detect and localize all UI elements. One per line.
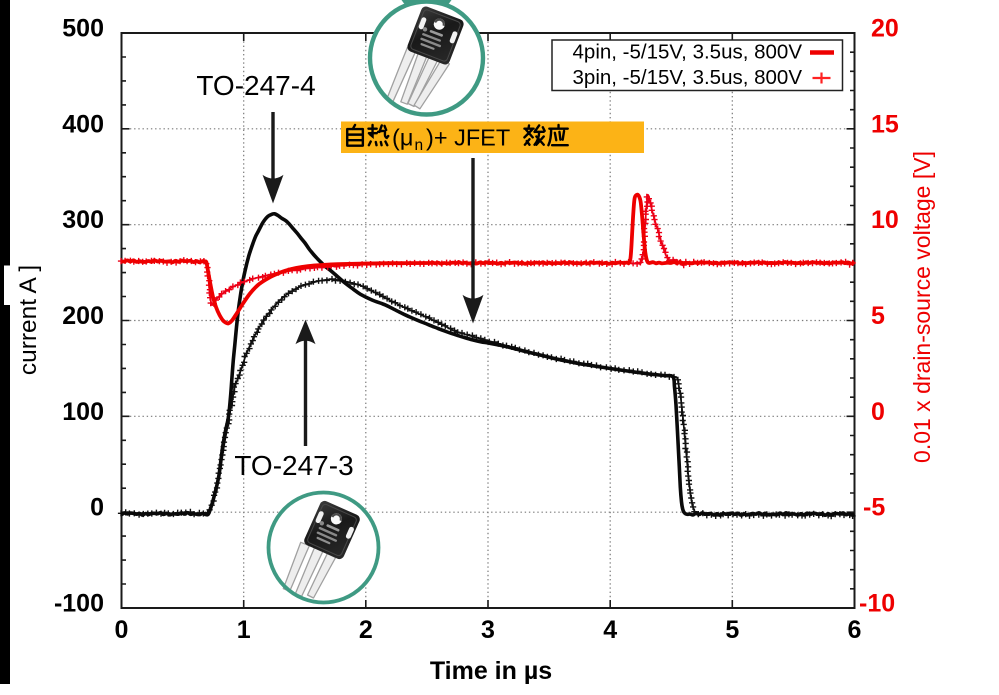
svg-text:n: n bbox=[415, 137, 424, 154]
svg-text:)+ JFET: )+ JFET bbox=[426, 125, 510, 151]
svg-text:100: 100 bbox=[62, 398, 104, 426]
svg-text:0: 0 bbox=[115, 616, 129, 644]
svg-text:4: 4 bbox=[603, 616, 617, 644]
svg-text:20: 20 bbox=[871, 15, 899, 43]
svg-text:1: 1 bbox=[237, 616, 251, 644]
svg-text:0.01 x drain-source voltage [V: 0.01 x drain-source voltage [V] bbox=[909, 151, 935, 463]
svg-text:-100: -100 bbox=[54, 590, 104, 618]
svg-text:5: 5 bbox=[725, 616, 739, 644]
svg-text:TO-247-4: TO-247-4 bbox=[196, 70, 315, 101]
svg-text:300: 300 bbox=[62, 206, 104, 234]
svg-text:(μ: (μ bbox=[392, 125, 413, 151]
svg-text:-10: -10 bbox=[859, 590, 895, 618]
svg-text:500: 500 bbox=[62, 15, 104, 43]
svg-text:6: 6 bbox=[848, 616, 862, 644]
svg-text:10: 10 bbox=[871, 206, 899, 234]
svg-text:4pin, -5/15V, 3.5us, 800V: 4pin, -5/15V, 3.5us, 800V bbox=[573, 41, 803, 64]
svg-text:current A ]: current A ] bbox=[15, 265, 42, 375]
svg-text:3pin, -5/15V, 3.5us, 800V: 3pin, -5/15V, 3.5us, 800V bbox=[573, 66, 803, 89]
svg-text:0: 0 bbox=[90, 494, 104, 522]
svg-text:0: 0 bbox=[871, 398, 885, 426]
svg-text:5: 5 bbox=[871, 302, 885, 330]
svg-text:3: 3 bbox=[481, 616, 495, 644]
svg-text:400: 400 bbox=[62, 110, 104, 138]
svg-text:TO-247-3: TO-247-3 bbox=[234, 450, 353, 481]
svg-text:15: 15 bbox=[871, 110, 899, 138]
svg-text:2: 2 bbox=[359, 616, 373, 644]
svg-text:-5: -5 bbox=[863, 494, 885, 522]
svg-text:Time in µs: Time in µs bbox=[430, 657, 552, 685]
svg-text:200: 200 bbox=[62, 302, 104, 330]
